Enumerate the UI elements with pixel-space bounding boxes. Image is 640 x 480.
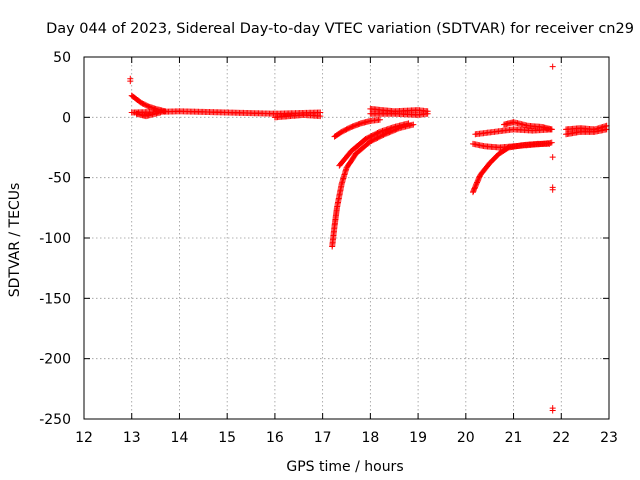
x-tick-label: 17 — [314, 430, 332, 446]
data-point — [549, 407, 556, 414]
data-point — [424, 110, 431, 117]
x-tick-label: 21 — [505, 430, 523, 446]
data-point — [127, 78, 134, 85]
series-sdtvar — [127, 63, 610, 414]
y-tick-label: -250 — [39, 412, 71, 428]
data-segment — [563, 122, 610, 133]
x-tick-label: 20 — [457, 430, 475, 446]
x-axis-label: GPS time / hours — [286, 459, 403, 475]
x-tick-label: 14 — [171, 430, 189, 446]
data-point — [162, 108, 169, 115]
x-tick-label: 22 — [552, 430, 570, 446]
x-tick-label: 18 — [361, 430, 379, 446]
data-segment — [367, 110, 431, 118]
data-point — [157, 109, 164, 116]
y-tick-label: -200 — [39, 352, 71, 368]
data-segment — [501, 119, 555, 133]
data-series — [127, 63, 610, 414]
data-point — [549, 63, 556, 70]
x-tick-label: 12 — [75, 430, 93, 446]
data-segment — [329, 121, 417, 250]
data-segment — [336, 120, 412, 169]
data-point — [548, 139, 555, 146]
data-point — [410, 121, 417, 128]
data-segment — [128, 92, 169, 115]
data-point — [549, 186, 556, 193]
y-tick-label: 50 — [53, 50, 71, 66]
x-tick-label: 19 — [409, 430, 427, 446]
data-point — [405, 120, 412, 127]
y-axis-label: SDTVAR / TECUs — [7, 183, 23, 298]
x-tick-label: 13 — [123, 430, 141, 446]
data-segment — [133, 109, 164, 120]
data-segment — [563, 126, 610, 138]
x-tick-label: 15 — [218, 430, 236, 446]
y-tick-label: -50 — [48, 171, 71, 187]
axis-ticks: 12 13 14 15 16 17 18 19 20 21 22 23 50 0 -50 -100 -150 -2… — [39, 50, 618, 446]
x-tick-label: 16 — [266, 430, 284, 446]
y-tick-label: -100 — [39, 231, 71, 247]
data-point — [548, 126, 555, 133]
data-point — [317, 113, 324, 120]
data-segment — [271, 111, 324, 121]
data-point — [376, 116, 383, 123]
chart-title: Day 044 of 2023, Sidereal Day-to-day VTE… — [46, 21, 634, 37]
y-tick-label: 0 — [62, 110, 71, 126]
y-tick-label: -150 — [39, 291, 71, 307]
data-point — [549, 154, 556, 161]
data-segment — [469, 139, 555, 151]
data-segment — [331, 116, 383, 140]
x-tick-label: 23 — [600, 430, 618, 446]
